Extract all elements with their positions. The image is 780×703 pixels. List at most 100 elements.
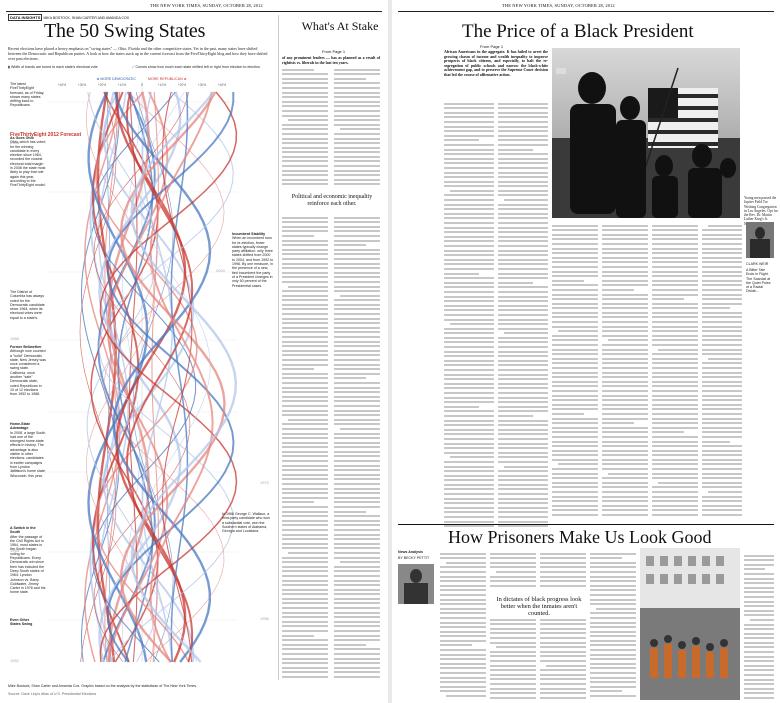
- text-line: [282, 450, 328, 453]
- text-line: [702, 385, 742, 388]
- text-line: [444, 102, 494, 105]
- text-line: [498, 483, 548, 486]
- text-line: [590, 690, 623, 693]
- text-line: [744, 614, 774, 617]
- text-line: [498, 424, 548, 427]
- text-line: [552, 385, 598, 388]
- text-line: [498, 153, 548, 156]
- text-line: [540, 678, 586, 681]
- text-line: [702, 486, 742, 489]
- text-line: [444, 483, 494, 486]
- state-curve: [130, 91, 238, 663]
- text-line: [602, 233, 648, 236]
- tick-label: +10%: [158, 83, 166, 87]
- text-line: [444, 460, 494, 463]
- text-line: [596, 607, 636, 610]
- text-line: [282, 132, 328, 135]
- page-gutter: [388, 0, 392, 703]
- text-line: [652, 472, 698, 475]
- text-line: [282, 216, 328, 219]
- text-line: [334, 662, 380, 665]
- text-line: [702, 334, 742, 337]
- text-line: [334, 165, 380, 168]
- text-line: [552, 491, 598, 494]
- right-col-1: [444, 100, 494, 530]
- text-line: [282, 653, 328, 655]
- text-line: [608, 472, 648, 475]
- text-line: [490, 664, 536, 667]
- text-line: [334, 96, 380, 99]
- text-line: [334, 174, 380, 177]
- text-line: [440, 626, 486, 629]
- text-line: [702, 412, 742, 415]
- text-line: [282, 423, 328, 426]
- text-line: [498, 272, 548, 275]
- side-portrait: [746, 222, 774, 258]
- note-rosy-text: In 2008, a large South had one of the st…: [10, 430, 46, 478]
- text-line: [334, 290, 380, 293]
- left-folio: THE NEW YORK TIMES, SUNDAY, OCTOBER 28, …: [150, 3, 263, 8]
- text-line: [282, 570, 328, 573]
- text-line: [702, 394, 742, 397]
- text-line: [498, 410, 548, 413]
- text-line: [490, 566, 536, 569]
- text-line: [282, 519, 328, 522]
- text-line: [334, 262, 380, 265]
- text-line: [440, 649, 486, 652]
- text-line: [702, 514, 742, 516]
- text-line: [334, 643, 367, 646]
- text-line: [652, 399, 698, 402]
- text-line: [590, 676, 636, 679]
- text-line: [602, 458, 648, 461]
- year-1956: 1956: [260, 616, 270, 621]
- text-line: [540, 623, 586, 626]
- text-line: [490, 561, 536, 564]
- text-line: [552, 445, 598, 448]
- note-perpetual-text: Although now counted a "solid" Democrati…: [10, 349, 46, 397]
- text-line: [498, 304, 548, 307]
- text-line: [498, 493, 548, 496]
- text-line: [602, 307, 648, 310]
- text-line: [282, 244, 328, 247]
- text-line: [444, 226, 494, 229]
- text-line: [702, 408, 742, 411]
- text-line: [334, 109, 380, 112]
- text-line: [440, 598, 486, 601]
- text-line: [440, 644, 473, 647]
- text-line: [282, 432, 328, 435]
- text-line: [602, 463, 648, 466]
- text-line: [334, 510, 367, 513]
- text-line: [334, 86, 380, 89]
- side-text-col-1: [282, 66, 328, 188]
- text-line: [334, 593, 380, 596]
- text-line: [498, 120, 548, 123]
- text-line: [498, 479, 548, 482]
- text-line: [540, 692, 586, 695]
- text-line: [282, 91, 328, 94]
- text-line: [444, 116, 494, 119]
- text-line: [334, 597, 380, 600]
- text-line: [708, 224, 742, 227]
- text-line: [498, 341, 548, 344]
- legend-right: ⟋ Curves show how much each state shifte…: [132, 65, 260, 69]
- text-line: [652, 344, 698, 347]
- text-line: [444, 405, 479, 408]
- text-line: [498, 240, 548, 243]
- text-line: [552, 472, 598, 475]
- text-line: [702, 454, 742, 457]
- tick-label: 0: [141, 83, 143, 87]
- text-line: [282, 473, 328, 476]
- text-line: [552, 449, 598, 452]
- text-line: [334, 221, 380, 224]
- text-line: [552, 435, 598, 438]
- text-line: [590, 612, 636, 615]
- right-folio: THE NEW YORK TIMES, SUNDAY, OCTOBER 28, …: [502, 3, 615, 8]
- text-line: [552, 256, 598, 259]
- text-line: [590, 681, 636, 684]
- text-line: [552, 284, 598, 287]
- text-line: [702, 463, 742, 466]
- text-line: [498, 111, 548, 114]
- text-line: [590, 593, 636, 596]
- text-line: [552, 509, 598, 512]
- text-line: [602, 412, 648, 415]
